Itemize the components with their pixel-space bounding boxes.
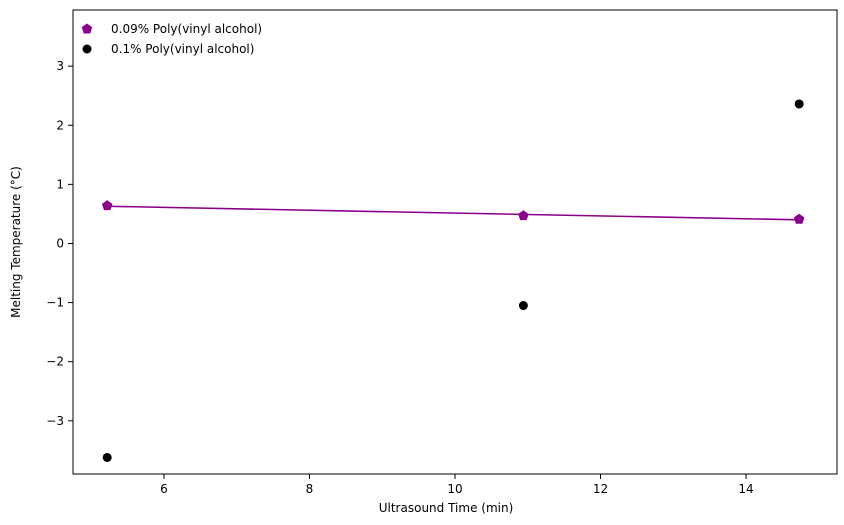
series-1: [101, 200, 805, 224]
series-layer: [101, 99, 805, 462]
y-tick-label: 1: [56, 177, 64, 191]
x-axis: 6 8 10 12 14: [160, 474, 754, 496]
y-tick-label: −3: [46, 414, 64, 428]
legend-label: 0.09% Poly(vinyl alcohol): [111, 22, 262, 36]
data-point: [794, 99, 804, 109]
x-tick-label: 10: [447, 482, 462, 496]
x-tick-label: 6: [160, 482, 168, 496]
y-tick-label: −2: [46, 355, 64, 369]
legend-marker: [82, 44, 92, 54]
y-axis-label: Melting Temperature (°C): [9, 166, 23, 318]
legend-item: 0.09% Poly(vinyl alcohol): [81, 22, 262, 36]
legend: 0.09% Poly(vinyl alcohol) 0.1% Poly(vinyl…: [81, 22, 262, 56]
data-point: [102, 452, 112, 462]
data-point: [101, 200, 113, 211]
data-point: [793, 213, 805, 224]
y-tick-label: 3: [56, 59, 64, 73]
data-point: [518, 210, 529, 221]
legend-marker: [81, 23, 93, 34]
x-tick-label: 8: [306, 482, 314, 496]
y-tick-label: 2: [56, 118, 64, 132]
legend-item: 0.1% Poly(vinyl alcohol): [82, 42, 254, 56]
x-axis-label: Ultrasound Time (min): [379, 501, 514, 515]
y-tick-label: 0: [56, 236, 64, 250]
y-axis: −3 −2 −1 0 1 2 3: [46, 59, 73, 428]
data-point: [518, 301, 528, 311]
series-2: [102, 99, 804, 462]
plot-area: [72, 9, 838, 475]
x-tick-label: 14: [738, 482, 753, 496]
y-tick-label: −1: [46, 296, 64, 310]
legend-label: 0.1% Poly(vinyl alcohol): [111, 42, 254, 56]
x-tick-label: 12: [593, 482, 608, 496]
fit-line: [107, 205, 800, 221]
